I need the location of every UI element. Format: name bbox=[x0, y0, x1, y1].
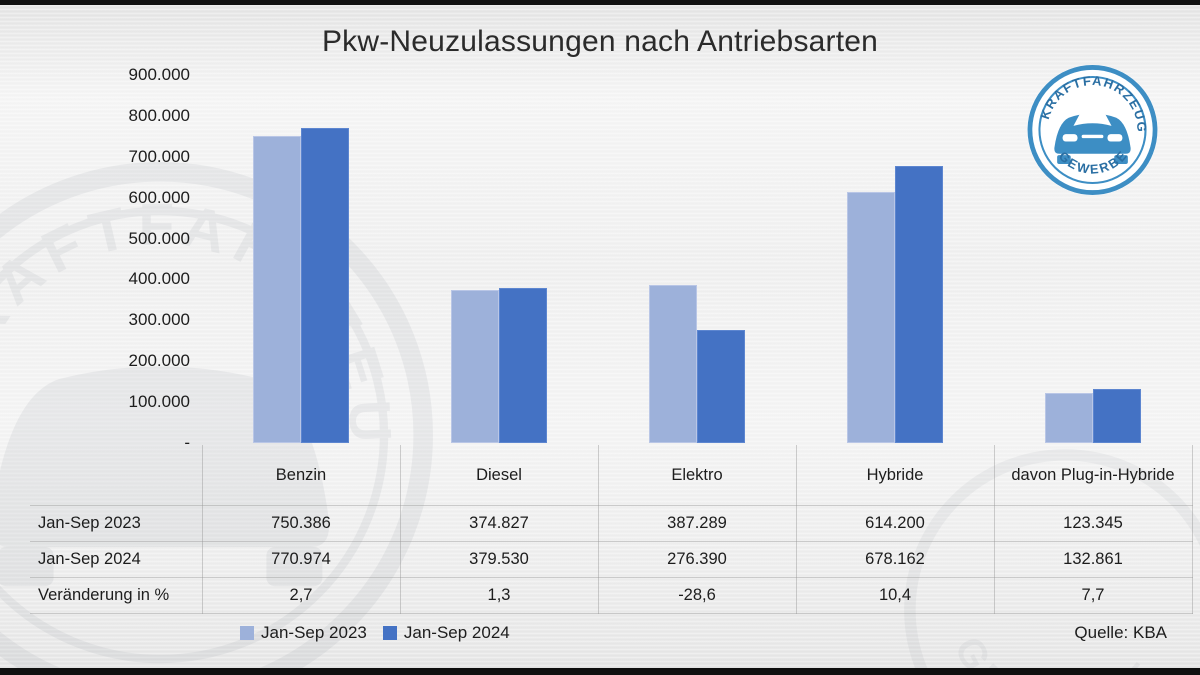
bar-2023 bbox=[451, 289, 499, 443]
table-row: Jan-Sep 2023 750.386 374.827 387.289 614.200… bbox=[30, 505, 1193, 542]
y-axis-tick: 300.000 bbox=[128, 310, 190, 330]
bar-2024 bbox=[499, 287, 547, 443]
table-row: Jan-Sep 2024 770.974 379.530 276.390 678.162… bbox=[30, 541, 1193, 578]
table-cell: 678.162 bbox=[795, 541, 995, 578]
legend-item: Jan-Sep 2024 bbox=[382, 623, 510, 643]
bar-2024 bbox=[697, 330, 745, 443]
table-column-header: davon Plug-in-Hybride bbox=[993, 445, 1193, 506]
legend-swatch bbox=[240, 626, 254, 640]
y-axis-tick: 100.000 bbox=[128, 392, 190, 412]
bar-group bbox=[598, 75, 796, 443]
bar-2023 bbox=[253, 136, 301, 443]
car-icon bbox=[1054, 112, 1131, 164]
table-cell: 10,4 bbox=[795, 577, 995, 614]
table-cell: 379.530 bbox=[399, 541, 599, 578]
table-cell: 123.345 bbox=[993, 505, 1193, 542]
table-row-label: Jan-Sep 2023 bbox=[30, 505, 203, 542]
source-note: Quelle: KBA bbox=[1074, 623, 1167, 642]
table-row: Veränderung in % 2,7 1,3 -28,6 10,4 7,7 bbox=[30, 577, 1193, 614]
table-row-label: Jan-Sep 2024 bbox=[30, 541, 203, 578]
y-axis-tick: 900.000 bbox=[128, 65, 190, 84]
table-column-header: Elektro bbox=[597, 445, 797, 506]
plot-area bbox=[202, 75, 1192, 443]
bar-2024 bbox=[1093, 388, 1141, 443]
table-column-header: Benzin bbox=[201, 445, 401, 506]
legend-item: Jan-Sep 2023 bbox=[240, 623, 367, 643]
bar-2023 bbox=[649, 284, 697, 443]
table-cell: 614.200 bbox=[795, 505, 995, 542]
y-axis-tick: 500.000 bbox=[128, 228, 190, 248]
y-axis-tick: 200.000 bbox=[128, 351, 190, 371]
table-column-header: Hybride bbox=[795, 445, 995, 506]
bar-group bbox=[400, 75, 598, 443]
bar-2024 bbox=[895, 165, 943, 443]
table-row-label: Veränderung in % bbox=[30, 577, 203, 614]
y-axis-tick: 800.000 bbox=[128, 105, 190, 125]
table-cell: 374.827 bbox=[399, 505, 599, 542]
bar-group bbox=[202, 75, 400, 443]
table-cell: 750.386 bbox=[201, 505, 401, 542]
y-axis-tick: 600.000 bbox=[128, 187, 190, 207]
table-cell: 7,7 bbox=[993, 577, 1193, 614]
table-header-row: Benzin Diesel Elektro Hybride davon Plug-in-… bbox=[30, 445, 1193, 506]
y-axis: - 100.000 200.000 300.000 400.000 500.000 600.… bbox=[60, 65, 190, 452]
data-table: Benzin Diesel Elektro Hybride davon Plug-in-… bbox=[30, 445, 1193, 614]
table-cell: 132.861 bbox=[993, 541, 1193, 578]
y-axis-tick: 400.000 bbox=[128, 269, 190, 289]
bar-2023 bbox=[847, 191, 895, 443]
bar-group bbox=[796, 75, 994, 443]
chart-legend: Jan-Sep 2023 Jan-Sep 2024 bbox=[240, 623, 510, 643]
bar-2023 bbox=[1045, 392, 1093, 443]
table-cell: 276.390 bbox=[597, 541, 797, 578]
bar-group bbox=[994, 75, 1192, 443]
y-axis-tick: 700.000 bbox=[128, 146, 190, 166]
kraftfahrzeug-gewerbe-logo: KRAFTFAHRZEUG GEWERBE bbox=[1027, 64, 1158, 196]
y-axis-tick: - bbox=[184, 433, 190, 452]
data-table-wrap: Benzin Diesel Elektro Hybride davon Plug-in-… bbox=[30, 445, 1193, 614]
table-cell: 1,3 bbox=[399, 577, 599, 614]
page-title: Pkw-Neuzulassungen nach Antriebsarten bbox=[321, 25, 879, 58]
table-corner-cell bbox=[30, 445, 202, 506]
table-cell: -28,6 bbox=[597, 577, 797, 614]
table-cell: 2,7 bbox=[201, 577, 401, 614]
legend-swatch bbox=[382, 626, 397, 640]
legend-label: Jan-Sep 2023 bbox=[261, 623, 367, 642]
bar-2024 bbox=[301, 127, 349, 443]
table-cell: 770.974 bbox=[201, 541, 401, 578]
legend-label: Jan-Sep 2024 bbox=[403, 623, 510, 642]
table-column-header: Diesel bbox=[399, 445, 599, 506]
table-cell: 387.289 bbox=[597, 505, 797, 542]
